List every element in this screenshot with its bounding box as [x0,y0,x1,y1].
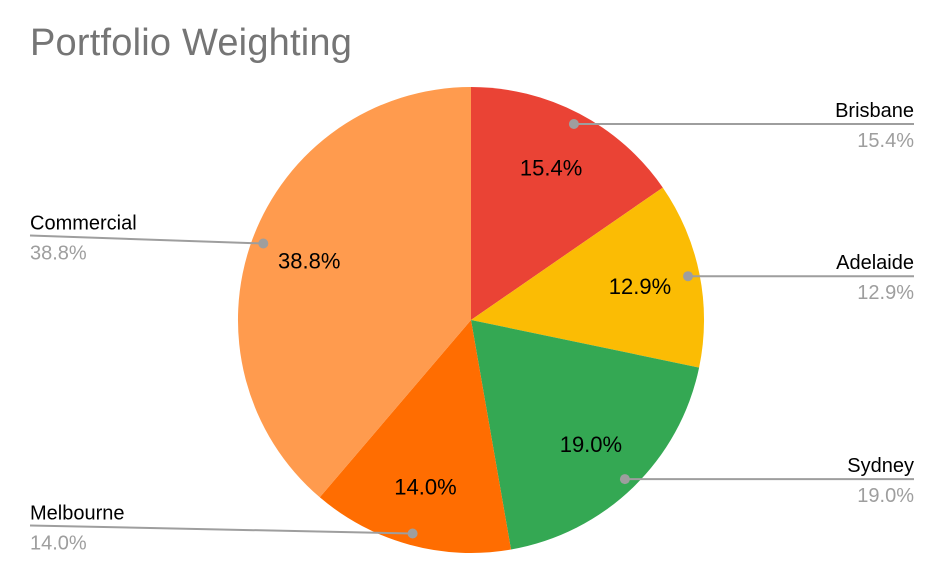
pie-slice-percent-label-adelaide: 12.9% [609,274,671,299]
callout-value-commercial: 38.8% [30,243,87,265]
pie-labels-layer: 15.4% Brisbane 15.4% 12.9% Adelaide 12.9% 19.0… [29,100,914,555]
pie-slice-percent-label-melbourne: 14.0% [394,474,456,499]
callout-leader-line-commercial [29,234,264,245]
pie-slice-percent-label-commercial: 38.8% [278,248,340,273]
callout-anchor-dot-commercial [258,238,269,249]
pie-slice-sydney[interactable] [471,320,700,550]
pie-slices-layer [237,86,705,553]
pie-slice-melbourne[interactable] [319,320,511,553]
callout-value-sydney: 19.0% [857,485,914,507]
pie-slice-percent-label-sydney: 19.0% [560,432,622,457]
callout-name-melbourne: Melbourne [30,503,125,525]
pie-slice-percent-label-brisbane: 15.4% [520,155,582,180]
callout-value-brisbane: 15.4% [857,130,914,152]
callout-anchor-dot-brisbane [568,119,579,129]
pie-slice-commercial[interactable] [237,87,471,498]
chart-title: Portfolio Weighting [30,22,353,64]
callout-name-sydney: Sydney [847,455,914,477]
callout-anchor-dot-adelaide [683,271,693,282]
callout-name-adelaide: Adelaide [836,252,914,274]
callout-value-melbourne: 14.0% [30,533,87,555]
callout-anchor-dot-melbourne [407,528,418,539]
pie-slice-adelaide[interactable] [471,187,705,368]
callout-leader-line-melbourne [29,524,413,535]
callout-name-brisbane: Brisbane [835,100,914,122]
callout-anchor-dot-sydney [619,474,630,485]
callout-name-commercial: Commercial [30,213,137,235]
pie-slice-brisbane[interactable] [471,86,663,320]
callout-value-adelaide: 12.9% [857,282,914,304]
